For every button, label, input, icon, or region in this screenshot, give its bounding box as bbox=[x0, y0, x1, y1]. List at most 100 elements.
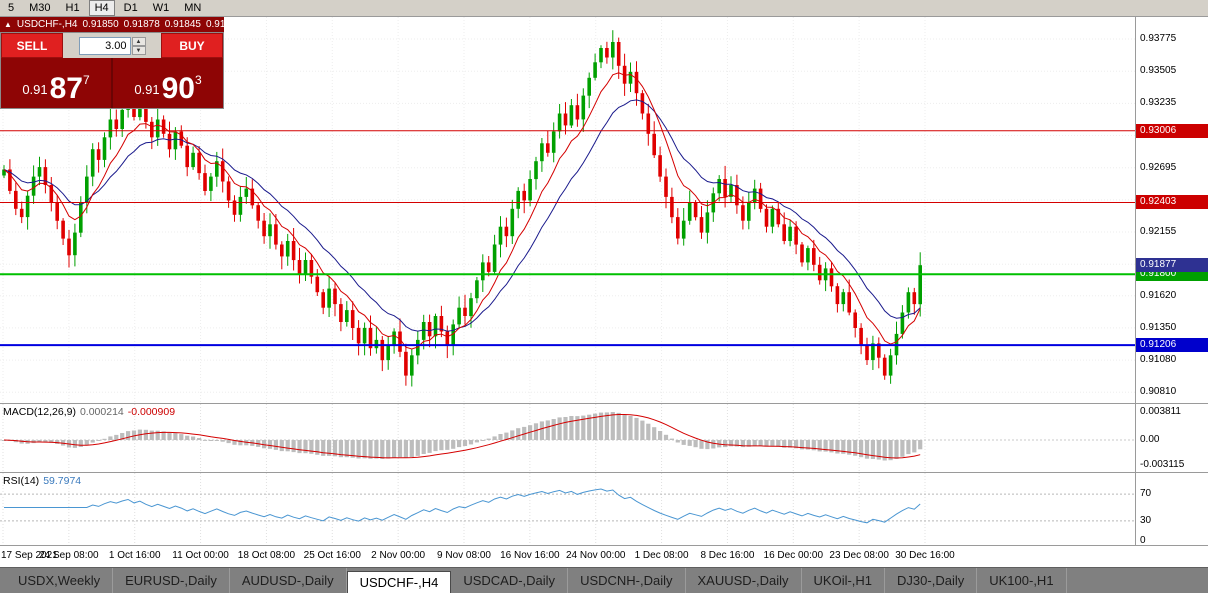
timeframe-w1[interactable]: W1 bbox=[152, 2, 170, 14]
volume-input[interactable] bbox=[78, 36, 131, 55]
price-axis-label: 0.93775 bbox=[1140, 33, 1177, 45]
timeframe-5[interactable]: 5 bbox=[8, 2, 15, 14]
tab-usdchf-h4[interactable]: USDCHF-,H4 bbox=[346, 571, 452, 593]
sell-price-prefix: 0.91 bbox=[22, 82, 48, 97]
rsi-axis[interactable]: 70 30 0 bbox=[1135, 473, 1208, 546]
time-axis-label: 2 Nov 00:00 bbox=[371, 550, 426, 561]
tab-uk100-h1[interactable]: UK100-,H1 bbox=[977, 568, 1067, 593]
price-tag[interactable]: 0.91206 bbox=[1136, 338, 1208, 353]
timeframe-h4[interactable]: H4 bbox=[88, 0, 115, 16]
price-axis[interactable]: 0.937750.935050.932350.929650.926950.924… bbox=[1135, 17, 1208, 403]
time-axis[interactable]: 17 Sep 2021 24 Sep 08:00 1 Oct 16:00 11 Oct… bbox=[0, 545, 1208, 567]
macd-axis-label: 0.00 bbox=[1140, 434, 1160, 445]
time-axis-label: 18 Oct 08:00 bbox=[237, 550, 296, 561]
time-axis-label: 24 Nov 00:00 bbox=[565, 550, 626, 561]
macd-chart[interactable] bbox=[0, 404, 1135, 472]
macd-panel: MACD(12,26,9) 0.000214 -0.000909 0.003811 0… bbox=[0, 403, 1208, 472]
macd-histogram bbox=[1, 412, 923, 461]
tab-usdx-weekly[interactable]: USDX,Weekly bbox=[6, 568, 114, 593]
macd-axis[interactable]: 0.003811 0.00 -0.003115 bbox=[1135, 404, 1208, 472]
rsi-label: RSI(14) 59.7974 bbox=[3, 475, 81, 487]
grid bbox=[0, 473, 1135, 545]
time-axis-label: 17 Sep 2021 bbox=[1, 550, 58, 561]
buy-button[interactable]: BUY bbox=[161, 33, 223, 58]
symbol-header[interactable]: ▲ USDCHF-,H4 0.91850 0.91878 0.91845 0.9… bbox=[0, 17, 242, 32]
main-chart-plot[interactable]: ▲ USDCHF-,H4 0.91850 0.91878 0.91845 0.9… bbox=[0, 17, 1135, 403]
macd-axis-label: 0.003811 bbox=[1140, 406, 1181, 417]
time-axis-label: 30 Dec 16:00 bbox=[895, 550, 955, 561]
rsi-value: 59.7974 bbox=[43, 475, 82, 487]
tab-xauusd-daily[interactable]: XAUUSD-,Daily bbox=[686, 568, 802, 593]
time-axis-label: 16 Nov 16:00 bbox=[500, 550, 560, 561]
price-axis-label: 0.90810 bbox=[1140, 386, 1177, 398]
ohlc-low: 0.91845 bbox=[164, 19, 201, 30]
macd-axis-label: -0.003115 bbox=[1140, 459, 1185, 470]
price-axis-label: 0.91080 bbox=[1140, 354, 1177, 366]
main-chart-area: ▲ USDCHF-,H4 0.91850 0.91878 0.91845 0.9… bbox=[0, 17, 1208, 403]
time-axis-label: 1 Oct 16:00 bbox=[108, 550, 161, 561]
rsi-chart[interactable] bbox=[0, 473, 1135, 545]
time-axis-label: 1 Dec 08:00 bbox=[634, 550, 689, 561]
ohlc-close: 0.91877 bbox=[205, 19, 243, 30]
time-axis-label: 16 Dec 00:00 bbox=[763, 550, 824, 561]
macd-signal-value: -0.000909 bbox=[127, 406, 176, 418]
chart-tabs-bar: USDX,Weekly EURUSD-,Daily AUDUSD-,Daily USD… bbox=[0, 567, 1208, 593]
rsi-axis-label: 30 bbox=[1140, 514, 1152, 526]
time-axis-label: 23 Dec 08:00 bbox=[829, 550, 889, 561]
ohlc-open: 0.91850 bbox=[82, 19, 119, 30]
time-axis-label: 9 Nov 08:00 bbox=[437, 550, 491, 561]
volume-spinner: ▲ ▼ bbox=[131, 36, 146, 55]
buy-price-display[interactable]: 0.91 90 3 bbox=[113, 58, 223, 108]
ma-fast-line bbox=[3, 72, 921, 350]
time-axis-label: 25 Oct 16:00 bbox=[303, 550, 361, 561]
tab-ukoil-h1[interactable]: UKOil-,H1 bbox=[802, 568, 886, 593]
macd-value: 0.000214 bbox=[79, 406, 124, 418]
tab-usdcnh-daily[interactable]: USDCNH-,Daily bbox=[568, 568, 686, 593]
trade-controls-row: SELL ▲ ▼ BUY bbox=[1, 33, 223, 58]
price-tag[interactable]: 0.91877 bbox=[1136, 258, 1208, 273]
buy-price-point: 3 bbox=[195, 73, 202, 87]
one-click-trade-panel: SELL ▲ ▼ BUY 0.91 87 7 bbox=[0, 32, 224, 109]
macd-name: MACD(12,26,9) bbox=[3, 406, 76, 418]
sell-price-display[interactable]: 0.91 87 7 bbox=[1, 58, 111, 108]
buy-price-prefix: 0.91 bbox=[134, 82, 160, 97]
collapse-panel-icon[interactable]: ▲ bbox=[4, 20, 12, 29]
macd-label: MACD(12,26,9) 0.000214 -0.000909 bbox=[3, 406, 175, 418]
time-axis-label: 24 Sep 08:00 bbox=[39, 550, 99, 561]
price-axis-label: 0.92695 bbox=[1140, 161, 1177, 173]
timeframe-m30[interactable]: M30 bbox=[29, 2, 51, 14]
sell-price-point: 7 bbox=[83, 73, 90, 87]
volume-decrease-icon[interactable]: ▼ bbox=[131, 45, 146, 55]
rsi-panel: RSI(14) 59.7974 70 30 0 bbox=[0, 472, 1208, 546]
timeframe-d1[interactable]: D1 bbox=[123, 2, 138, 14]
volume-box: ▲ ▼ bbox=[63, 33, 161, 58]
macd-signal-line bbox=[3, 414, 921, 459]
price-axis-label: 0.91350 bbox=[1140, 321, 1177, 333]
rsi-plot[interactable]: RSI(14) 59.7974 bbox=[0, 473, 1135, 545]
symbol-title: USDCHF-,H4 bbox=[16, 19, 78, 30]
ohlc-high: 0.91878 bbox=[123, 19, 160, 30]
trade-prices-row: 0.91 87 7 0.91 90 3 bbox=[1, 58, 223, 108]
price-tag[interactable]: 0.92403 bbox=[1136, 195, 1208, 210]
buy-price-pips: 90 bbox=[161, 71, 195, 105]
volume-increase-icon[interactable]: ▲ bbox=[131, 36, 146, 46]
sell-price-pips: 87 bbox=[49, 71, 83, 105]
price-axis-label: 0.93505 bbox=[1140, 65, 1177, 77]
tab-dj30-daily[interactable]: DJ30-,Daily bbox=[885, 568, 978, 593]
price-axis-label: 0.93235 bbox=[1140, 97, 1177, 109]
tab-eurusd-daily[interactable]: EURUSD-,Daily bbox=[113, 568, 230, 593]
timeframe-h1[interactable]: H1 bbox=[65, 2, 80, 14]
price-axis-label: 0.92155 bbox=[1140, 226, 1177, 238]
price-axis-label: 0.91620 bbox=[1140, 289, 1177, 301]
rsi-name: RSI(14) bbox=[3, 475, 40, 487]
price-tag[interactable]: 0.93006 bbox=[1136, 123, 1208, 138]
sell-button[interactable]: SELL bbox=[1, 33, 63, 58]
macd-plot[interactable]: MACD(12,26,9) 0.000214 -0.000909 bbox=[0, 404, 1135, 472]
time-axis-label: 8 Dec 16:00 bbox=[700, 550, 755, 561]
tab-audusd-daily[interactable]: AUDUSD-,Daily bbox=[230, 568, 347, 593]
tab-usdcad-daily[interactable]: USDCAD-,Daily bbox=[451, 568, 569, 593]
rsi-axis-label: 70 bbox=[1140, 488, 1152, 500]
time-axis-label: 11 Oct 00:00 bbox=[172, 550, 229, 561]
timeframe-mn[interactable]: MN bbox=[184, 2, 202, 14]
